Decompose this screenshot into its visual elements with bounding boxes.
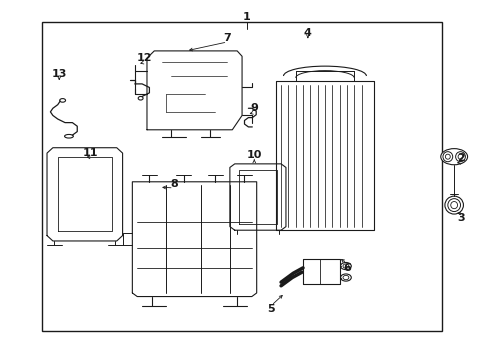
Text: 3: 3	[457, 213, 465, 222]
Text: 11: 11	[83, 148, 99, 158]
Ellipse shape	[340, 262, 350, 270]
Text: 7: 7	[223, 33, 231, 43]
Ellipse shape	[442, 152, 452, 162]
Text: 13: 13	[51, 69, 67, 79]
Ellipse shape	[457, 154, 462, 159]
Ellipse shape	[440, 149, 467, 165]
Text: 4: 4	[304, 28, 311, 38]
Text: 6: 6	[342, 263, 350, 273]
Ellipse shape	[455, 152, 465, 162]
Ellipse shape	[138, 96, 143, 100]
Text: 8: 8	[169, 179, 177, 189]
Text: 10: 10	[246, 150, 262, 160]
Text: 2: 2	[457, 153, 465, 163]
Ellipse shape	[60, 99, 65, 102]
Text: 5: 5	[267, 304, 275, 314]
Ellipse shape	[444, 196, 463, 214]
Bar	[42, 22, 441, 330]
Ellipse shape	[340, 274, 350, 281]
Text: 1: 1	[243, 12, 250, 22]
Ellipse shape	[445, 154, 449, 159]
Ellipse shape	[64, 134, 73, 138]
Text: 9: 9	[250, 103, 258, 113]
Ellipse shape	[450, 202, 457, 209]
Ellipse shape	[342, 264, 348, 268]
Text: 12: 12	[137, 53, 152, 63]
Ellipse shape	[447, 199, 460, 212]
Ellipse shape	[342, 275, 348, 280]
